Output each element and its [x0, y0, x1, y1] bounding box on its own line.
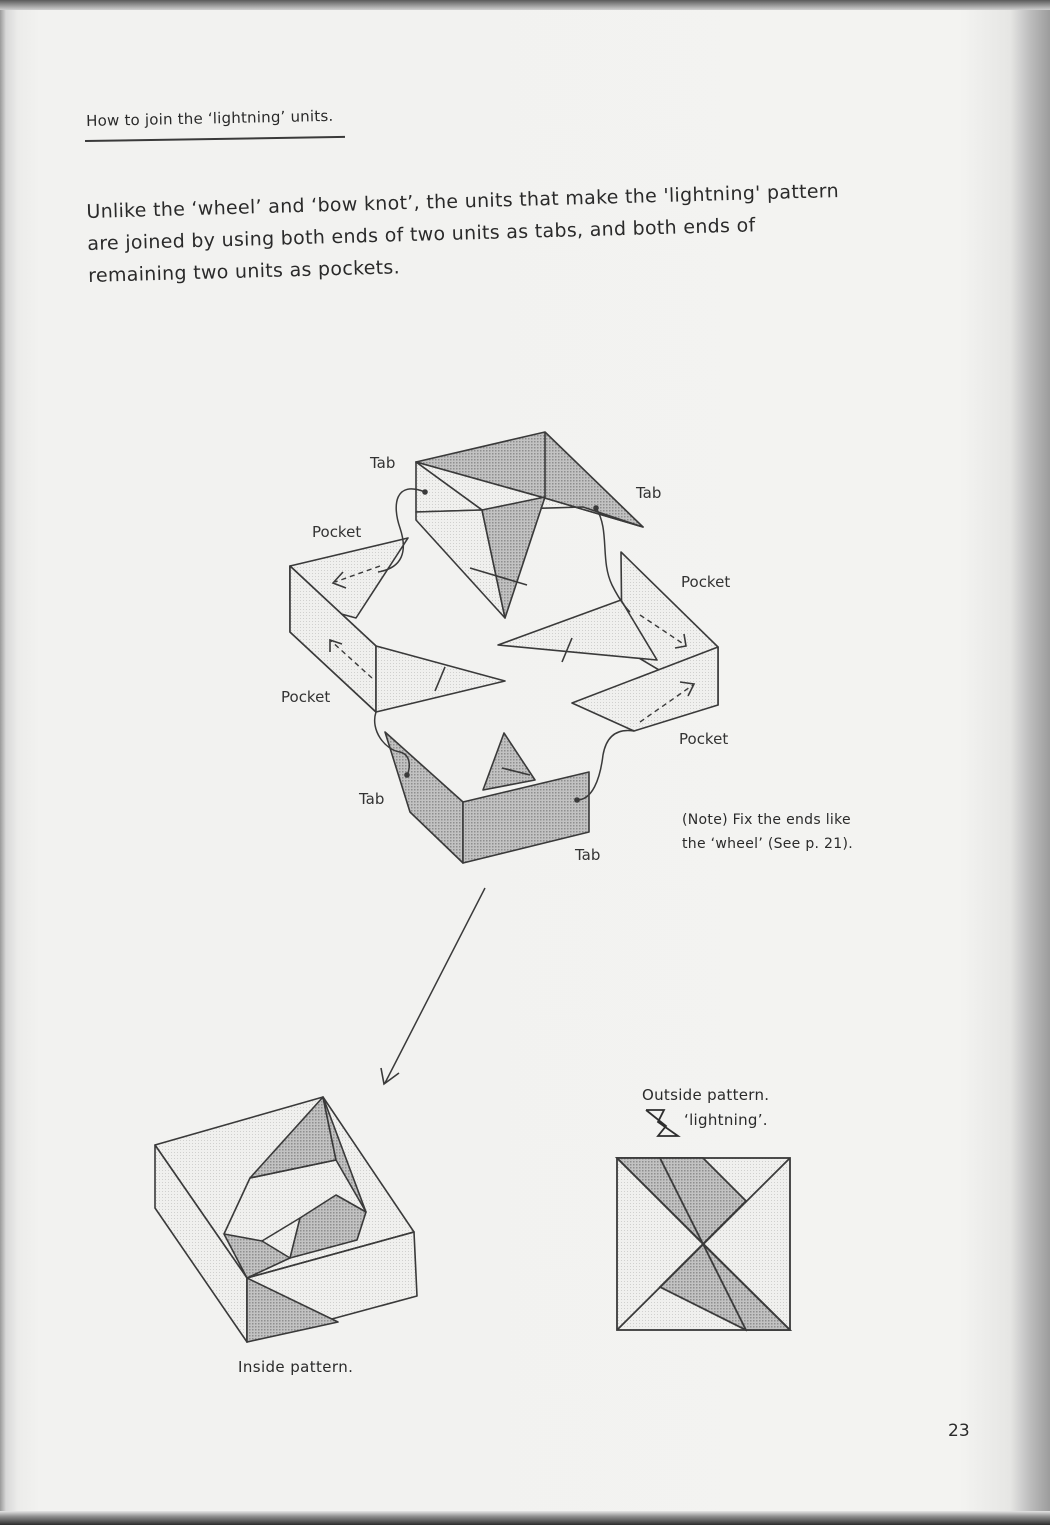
caption-lightning: ‘lightning’. [684, 1111, 768, 1129]
note-line-2: the ‘wheel’ (See p. 21). [682, 836, 853, 852]
arrow-heads [329, 571, 696, 697]
outside-pattern-square [614, 1157, 793, 1332]
unit-left [289, 537, 506, 713]
label-pocket-upper-left: Pocket [312, 523, 361, 541]
unit-top [415, 431, 644, 619]
inside-pattern-box [154, 1096, 418, 1343]
lightning-symbol-icon [645, 1109, 681, 1137]
label-tab-bottom-left: Tab [358, 790, 384, 808]
result-arrow [384, 887, 486, 1084]
unit-right [497, 551, 719, 732]
label-pocket-upper-right: Pocket [681, 573, 730, 591]
caption-inside-pattern: Inside pattern. [238, 1358, 354, 1376]
label-pocket-lower-right: Pocket [679, 730, 728, 748]
connector-lines [373, 488, 635, 801]
caption-outside-pattern: Outside pattern. [642, 1086, 770, 1104]
result-arrow-head [380, 1067, 400, 1086]
label-tab-top-left: Tab [369, 454, 395, 472]
note-text: (Note) Fix the ends like the ‘wheel’ (Se… [682, 808, 912, 856]
label-pocket-lower-left: Pocket [281, 688, 330, 706]
page-number: 23 [948, 1421, 970, 1441]
label-tab-top-right: Tab [635, 484, 661, 502]
page-top-edge [0, 0, 1050, 10]
page-bottom-edge [0, 1511, 1050, 1525]
note-line-1: (Note) Fix the ends like [682, 812, 851, 828]
unit-bottom [384, 731, 590, 864]
label-tab-bottom-right: Tab [574, 846, 600, 864]
connector-dots [404, 489, 599, 803]
insertion-arrows [329, 565, 694, 723]
